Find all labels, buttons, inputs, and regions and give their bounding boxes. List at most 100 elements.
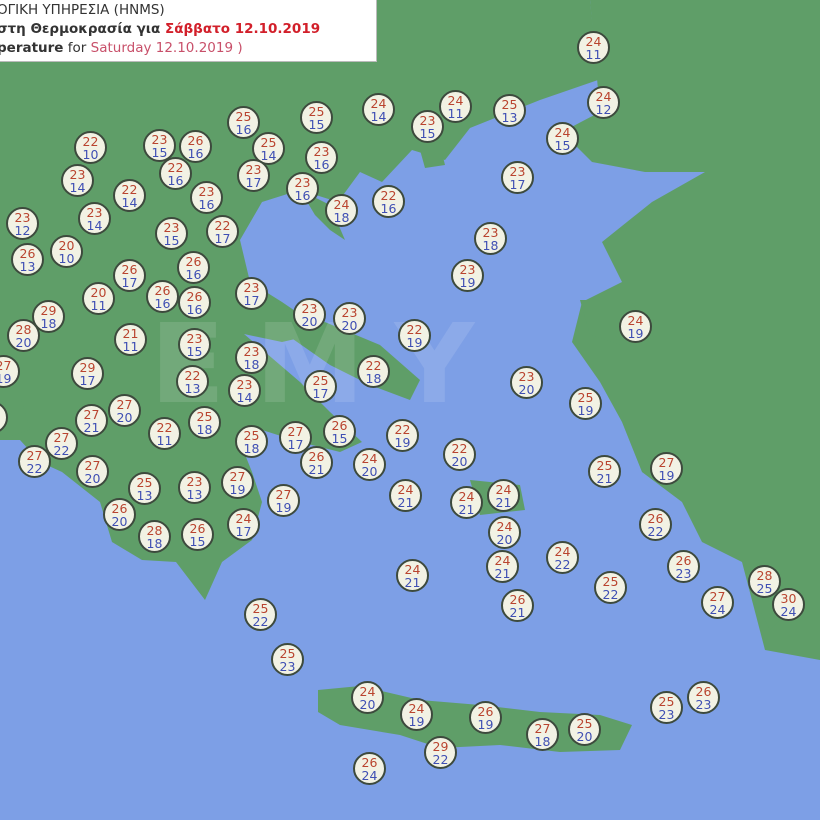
max-temperature: 29 [79, 360, 96, 375]
temperature-station-marker: 23 15 [143, 129, 176, 162]
min-temperature: 19 [627, 326, 644, 341]
max-temperature: 25 [602, 574, 619, 589]
max-temperature: 23 [294, 175, 311, 190]
temperature-station-marker: 24 21 [487, 479, 520, 512]
temperature-station-marker: 24 21 [486, 550, 519, 583]
temperature-station-marker: 24 22 [546, 541, 579, 574]
max-temperature: 26 [695, 684, 712, 699]
max-temperature: 24 [458, 489, 475, 504]
max-temperature: 25 [196, 409, 213, 424]
temperature-station-marker: 23 12 [6, 207, 39, 240]
max-temperature: 23 [482, 225, 499, 240]
max-temperature: 24 [359, 684, 376, 699]
min-temperature: 15 [331, 431, 348, 446]
min-temperature: 17 [509, 177, 526, 192]
temperature-station-marker: 23 16 [190, 181, 223, 214]
min-temperature: 17 [245, 175, 262, 190]
max-temperature: 23 [518, 369, 535, 384]
min-temperature: 17 [121, 275, 138, 290]
temperature-station-marker: 23 15 [411, 110, 444, 143]
temperature-station-marker: 23 15 [155, 217, 188, 250]
temperature-station-marker: 21 11 [114, 323, 147, 356]
temperature-station-marker: 24 11 [577, 31, 610, 64]
min-temperature: 17 [214, 231, 231, 246]
temperature-station-marker: 25 22 [594, 571, 627, 604]
max-temperature: 23 [301, 301, 318, 316]
min-temperature: 19 [275, 500, 292, 515]
min-temperature: 21 [397, 495, 414, 510]
min-temperature: 11 [156, 433, 173, 448]
min-temperature: 18 [243, 441, 260, 456]
temperature-station-marker: 20 10 [50, 235, 83, 268]
min-temperature: 18 [146, 536, 163, 551]
max-temperature: 27 [229, 469, 246, 484]
temperature-station-marker: 26 17 [113, 259, 146, 292]
temperature-station-marker: 23 14 [228, 374, 261, 407]
temperature-station-marker: 29 22 [424, 736, 457, 769]
temperature-station-marker: 28 25 [748, 565, 781, 598]
max-temperature: 25 [501, 97, 518, 112]
temperature-station-marker: 23 17 [501, 161, 534, 194]
min-temperature: 17 [235, 524, 252, 539]
max-temperature: 25 [279, 646, 296, 661]
temperature-station-marker: 26 23 [667, 550, 700, 583]
title-greek: στη Θερμοκρασία για Σάββατο 12.10.2019 [0, 20, 376, 39]
min-temperature: 15 [308, 117, 325, 132]
temperature-station-marker: 24 21 [396, 559, 429, 592]
max-temperature: 27 [0, 358, 12, 373]
temperature-station-marker: 24 11 [439, 90, 472, 123]
max-temperature: 26 [477, 704, 494, 719]
temperature-station-marker: 22 17 [206, 215, 239, 248]
max-temperature: 24 [627, 313, 644, 328]
temperature-station-marker: 24 15 [546, 122, 579, 155]
max-temperature: 26 [186, 289, 203, 304]
temperature-station-marker: 26 22 [639, 508, 672, 541]
temperature-station-marker: 27 20 [76, 455, 109, 488]
max-temperature: 25 [252, 601, 269, 616]
max-temperature: 24 [447, 93, 464, 108]
min-temperature: 22 [602, 587, 619, 602]
temperature-station-marker: 26 24 [353, 752, 386, 785]
min-temperature: 23 [675, 566, 692, 581]
temperature-station-marker: 26 21 [501, 589, 534, 622]
max-temperature: 22 [214, 218, 231, 233]
max-temperature: 27 [116, 397, 133, 412]
temperature-station-marker: 22 11 [148, 417, 181, 450]
temperature-station-marker: 25 23 [271, 643, 304, 676]
max-temperature: 23 [69, 167, 86, 182]
temperature-station-marker: 25 13 [128, 472, 161, 505]
temperature-station-marker: 25 22 [244, 598, 277, 631]
max-temperature: 20 [90, 285, 107, 300]
min-temperature: 16 [167, 173, 184, 188]
max-temperature: 22 [365, 358, 382, 373]
min-temperature: 19 [394, 435, 411, 450]
temperature-station-marker: 20 11 [82, 282, 115, 315]
land-ionian-island [0, 395, 30, 440]
min-temperature: 18 [333, 210, 350, 225]
temperature-station-marker: 26 21 [300, 446, 333, 479]
temperature-station-marker: 24 20 [351, 681, 384, 714]
temperature-station-marker: 25 18 [188, 406, 221, 439]
min-temperature: 15 [186, 344, 203, 359]
temperature-station-marker: 25 20 [568, 713, 601, 746]
min-temperature: 18 [482, 238, 499, 253]
temperature-station-marker: 22 19 [386, 419, 419, 452]
max-temperature: 27 [83, 407, 100, 422]
min-temperature: 19 [229, 482, 246, 497]
max-temperature: 28 [15, 322, 32, 337]
min-temperature: 22 [252, 614, 269, 629]
min-temperature: 23 [658, 707, 675, 722]
temperature-station-marker: 29 17 [71, 357, 104, 390]
min-temperature: 19 [658, 468, 675, 483]
temperature-station-marker: 23 13 [178, 471, 211, 504]
max-temperature: 24 [361, 451, 378, 466]
min-temperature: 15 [163, 233, 180, 248]
max-temperature: 27 [658, 455, 675, 470]
max-temperature: 23 [163, 220, 180, 235]
min-temperature: 12 [595, 102, 612, 117]
max-temperature: 22 [167, 160, 184, 175]
